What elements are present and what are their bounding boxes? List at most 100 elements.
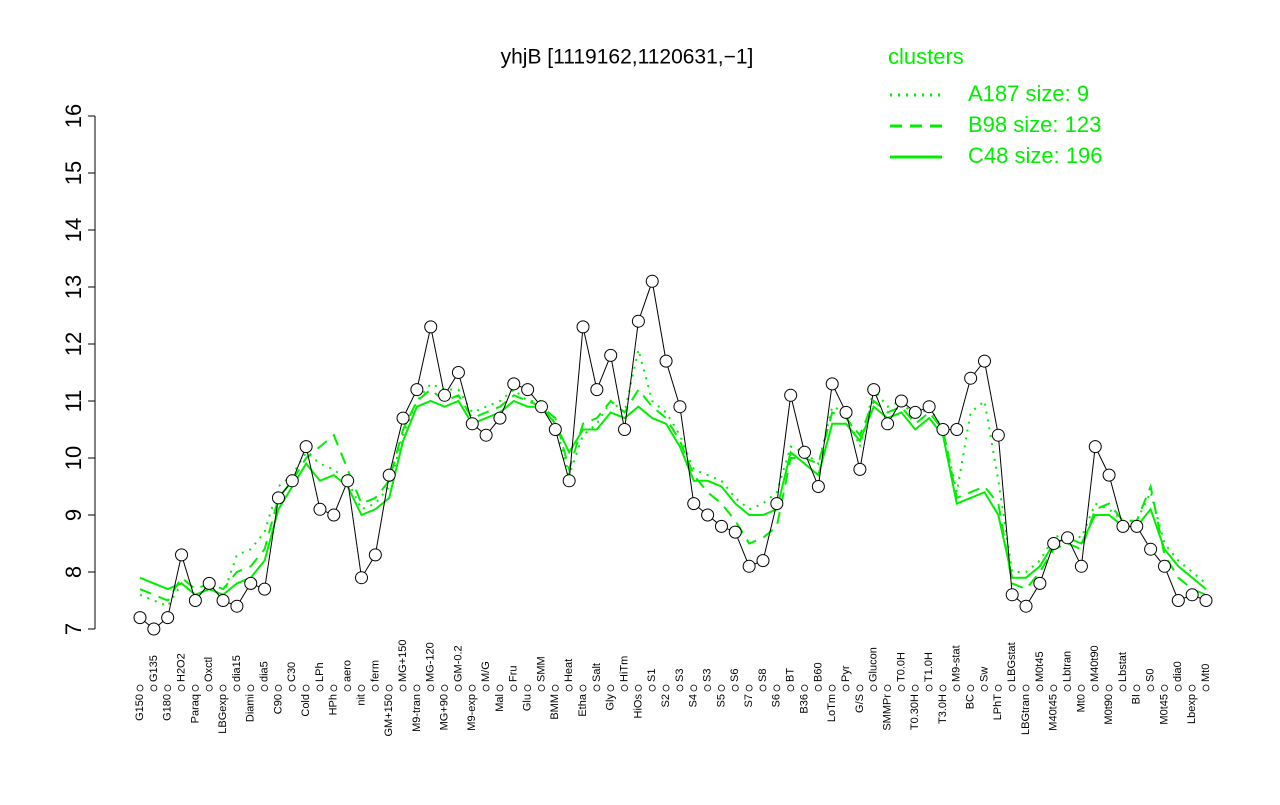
x-tick-dot (690, 684, 698, 692)
x-tick-dot (939, 684, 947, 692)
y-tick-label: 15 (61, 161, 86, 185)
point (1061, 531, 1075, 545)
point (534, 400, 548, 414)
x-tick-dot (579, 684, 587, 692)
legend-label: C48 size: 196 (968, 143, 1103, 168)
point (991, 428, 1005, 442)
x-tick-dot (468, 684, 476, 692)
x-tick-label: M0t45 (1034, 651, 1046, 682)
x-tick-label: S3 (674, 669, 686, 682)
x-tick-dot (316, 684, 324, 692)
point (507, 377, 521, 391)
x-tick-dot (565, 684, 573, 692)
point (770, 497, 784, 511)
point (631, 314, 645, 328)
y-tick-label: 11 (61, 390, 86, 413)
point (548, 423, 562, 436)
point (382, 468, 396, 482)
x-tick-label: C90 (272, 694, 284, 714)
x-tick-dot (1036, 684, 1044, 692)
x-tick-label: MG+150 (397, 640, 409, 683)
x-tick-dot (344, 684, 352, 692)
x-tick-label: Diami (245, 694, 257, 722)
x-tick-dot (358, 684, 365, 692)
point (1171, 594, 1185, 607)
point (950, 423, 964, 436)
point (438, 388, 452, 402)
x-tick-dot (773, 684, 781, 692)
x-tick-label: MG-120 (425, 642, 437, 682)
x-tick-label: Lbstat (1117, 652, 1129, 682)
x-tick-label: SMMPr (881, 694, 893, 731)
x-tick-dot (510, 684, 518, 692)
x-tick-label: M0t90 (1103, 694, 1115, 725)
x-tick-label: Etha (577, 693, 589, 717)
x-tick-dot (455, 684, 462, 692)
x-tick-dot (994, 684, 1002, 692)
x-tick-label: nit (355, 694, 367, 706)
y-tick-label: 12 (61, 332, 86, 356)
point (1088, 440, 1102, 454)
x-tick-dot (219, 684, 227, 692)
x-tick-dot (330, 684, 338, 692)
point (894, 394, 908, 408)
x-tick-dot (1064, 684, 1071, 692)
point (521, 383, 535, 397)
x-tick-label: Lbexp (1186, 694, 1198, 724)
x-tick-label: Glucon (868, 647, 880, 682)
x-tick-dot (482, 684, 490, 692)
point (285, 474, 299, 488)
x-tick-label: S8 (757, 669, 769, 682)
x-tick-dot (1050, 684, 1058, 692)
x-tick-dot (538, 684, 545, 692)
x-tick-dot (261, 684, 268, 692)
x-tick-dot (1133, 684, 1141, 692)
x-tick-dot (302, 684, 310, 692)
x-tick-label: M0t45 (1158, 694, 1170, 725)
x-tick-label: BMM (549, 694, 561, 720)
x-tick-label: Salt (591, 663, 603, 682)
x-tick-dot (1147, 684, 1155, 692)
x-tick-label: Lbtran (1061, 651, 1073, 682)
x-tick-dot (621, 684, 628, 692)
point (576, 320, 590, 334)
x-tick-label: LBGexp (217, 694, 229, 734)
x-tick-dot (759, 684, 767, 692)
x-tick-label: S1 (646, 669, 658, 682)
x-tick-label: GM-0.2 (452, 645, 464, 682)
x-tick-label: GM+150 (383, 694, 395, 737)
x-tick-label: M9-exp (466, 694, 478, 731)
point (1005, 588, 1019, 602)
x-tick-label: S7 (743, 694, 755, 707)
x-tick-dot (1105, 684, 1113, 692)
x-tick-label: T1.0H (923, 652, 935, 682)
x-tick-label: M40t90 (1089, 645, 1101, 682)
point (714, 519, 728, 533)
x-tick-dot (164, 684, 172, 692)
x-tick-label: Heat (563, 659, 575, 682)
x-tick-label: T3.0H (937, 694, 949, 724)
x-tick-dot (593, 684, 601, 692)
point (1116, 519, 1130, 533)
x-tick-label: S6 (771, 694, 783, 707)
point (562, 474, 576, 488)
x-tick-label: HiOs (632, 694, 644, 719)
x-tick-label: ferm (369, 660, 381, 682)
x-tick-label: LPh (314, 662, 326, 682)
x-tick-dot (1078, 684, 1085, 692)
point (964, 371, 978, 385)
x-tick-dot (205, 684, 213, 692)
x-tick-label: dia5 (259, 661, 271, 682)
x-tick-label: B60 (812, 662, 824, 682)
point (465, 417, 479, 431)
point (839, 405, 853, 419)
x-tick-label: Cold (300, 694, 312, 717)
x-tick-dot (275, 684, 282, 692)
point (825, 377, 839, 391)
x-tick-label: LoTm (826, 694, 838, 722)
x-tick-label: BT (785, 668, 797, 682)
point (1157, 559, 1171, 573)
point (784, 388, 798, 402)
point (230, 599, 244, 613)
